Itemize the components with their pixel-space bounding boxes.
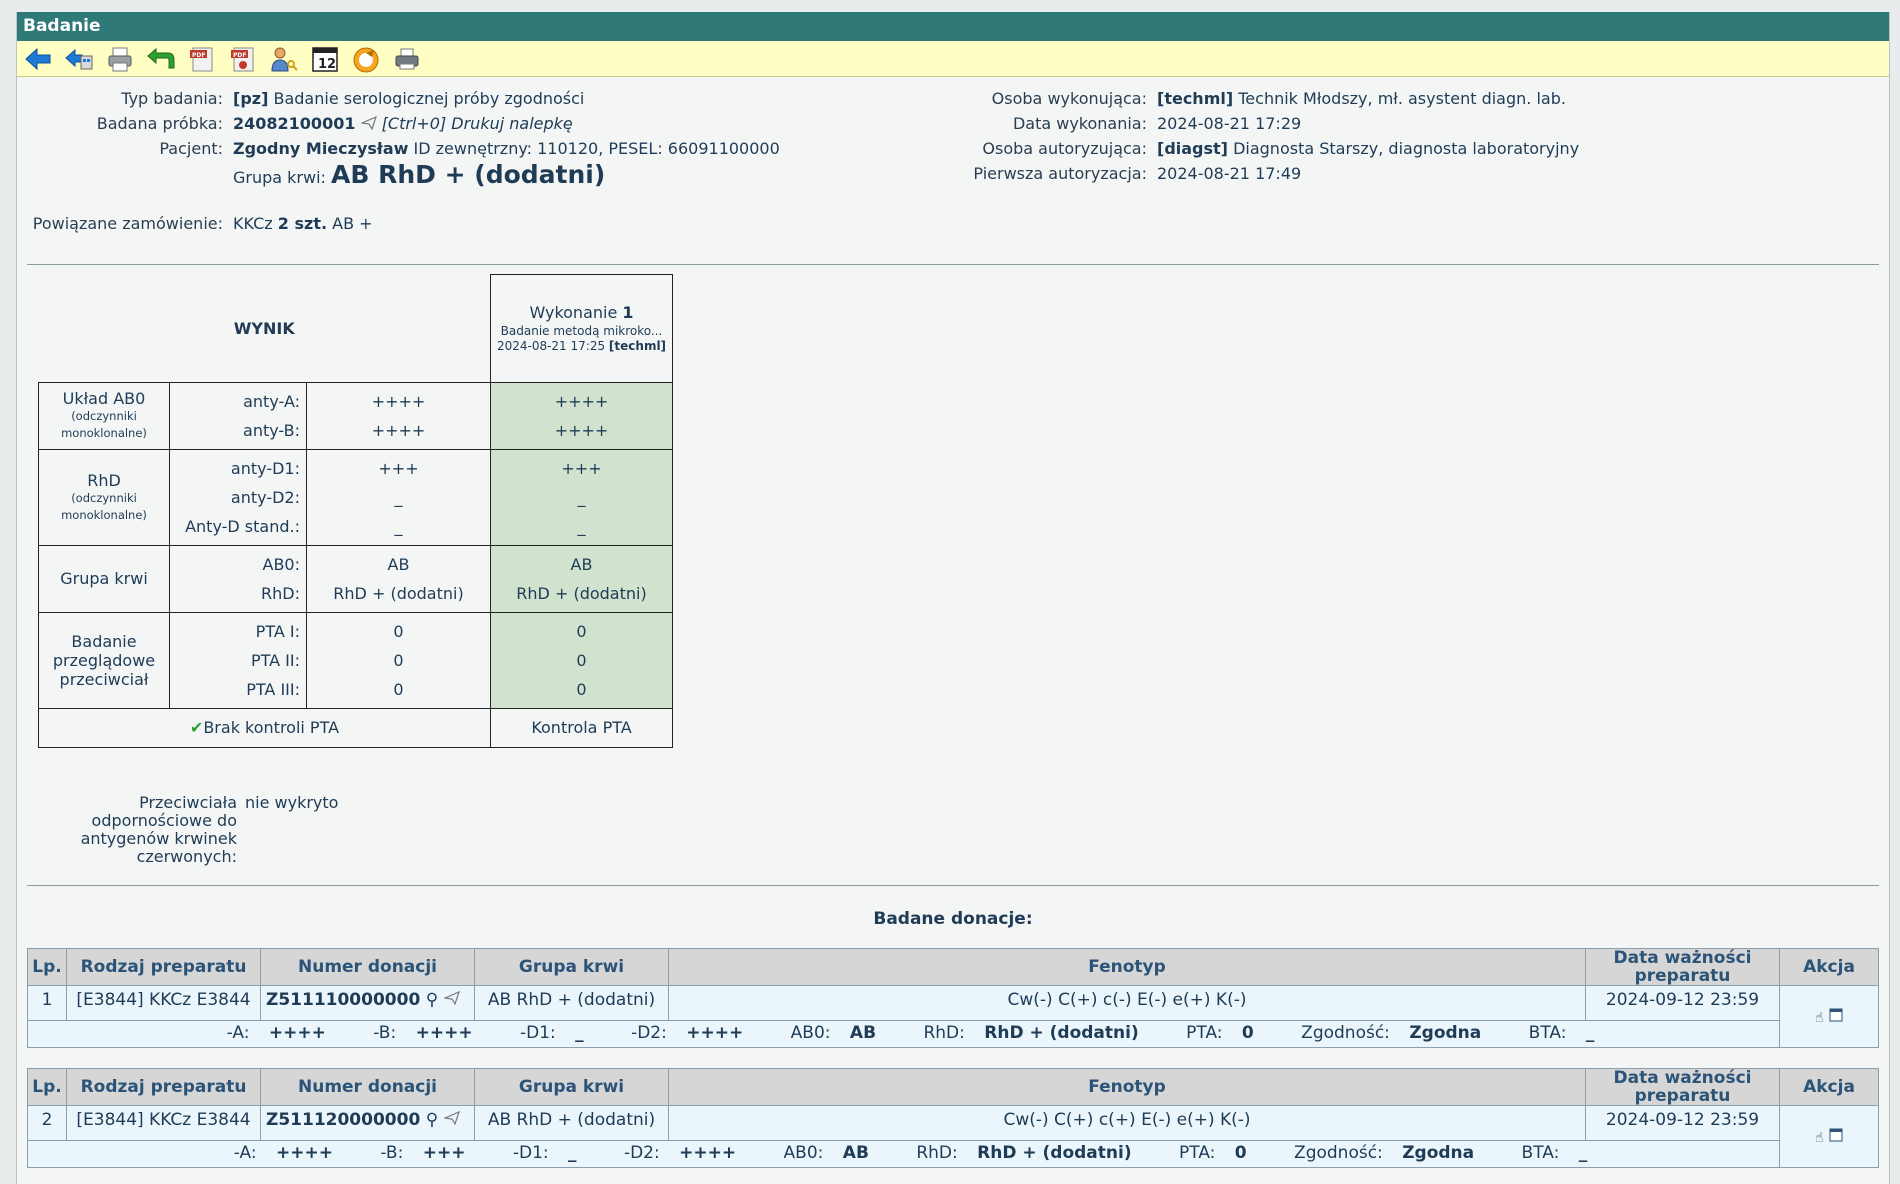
col-number: Numer donacji [260,948,475,986]
details-right: Osoba wykonująca: [techml] Technik Młods… [917,86,1877,196]
col-type: Rodzaj preparatu [66,1068,261,1106]
details-left: Typ badania: [pz] Badanie serologicznej … [17,86,917,306]
divider [27,885,1879,886]
date-value: 2024-08-21 17:29 [1157,114,1302,133]
refresh-icon[interactable] [351,44,381,74]
window-title: Badanie [17,12,1889,41]
calendar-icon[interactable] [1829,1127,1843,1147]
action-cell: ☝ [1779,1105,1879,1168]
send-icon[interactable] [442,990,460,1010]
col-action: Akcja [1779,1068,1879,1106]
col-expiry: Data ważności preparatu [1585,1068,1780,1106]
donations-title: Badane donacje: [873,909,1033,929]
donation-table: Lp. Rodzaj preparatu Numer donacji Grupa… [27,948,1879,1048]
order-value: KKCz 2 szt. AB + [233,214,373,233]
auth-label: Osoba autoryzująca: [982,139,1147,158]
blood-group-line: Grupa krwi: AB RhD + (dodatni) [233,160,606,189]
hand-icon[interactable]: ☝ [1815,1009,1824,1026]
link-icon[interactable]: ⚲ [425,990,439,1010]
summary-row: -A: ++++ -B: +++ -D1: _ -D2: ++++ AB0: A… [27,1140,1879,1168]
col-group: Grupa krwi [474,948,669,986]
summary-row: -A: ++++ -B: ++++ -D1: _ -D2: ++++ AB0: … [27,1020,1879,1048]
performer-label: Osoba wykonująca: [991,89,1147,108]
col-type: Rodzaj preparatu [66,948,261,986]
col-phenotype: Fenotyp [668,948,1586,986]
pta-control-status: ✔Brak kontroli PTA [38,707,491,748]
antibodies-label: Przeciwciała odpornościowe do antygenów … [80,793,237,866]
svg-text:PDF: PDF [233,52,246,59]
col-lp: Lp. [27,1068,67,1106]
patient-label: Pacjent: [159,139,223,158]
first-auth-value: 2024-08-21 17:49 [1157,164,1302,183]
result-header: WYNIK [38,274,491,382]
group-ab0: Układ AB0 (odczynniki monoklonalne) [38,381,170,450]
pta-control-button[interactable]: Kontrola PTA [490,707,673,748]
donation-table: Lp. Rodzaj preparatu Numer donacji Grupa… [27,1068,1879,1168]
performer-value: [techml] Technik Młodszy, mł. asystent d… [1157,89,1566,108]
group-blood: Grupa krwi [38,544,170,613]
group-rhd: RhD (odczynniki monoklonalne) [38,448,170,546]
back-home-icon[interactable] [64,44,94,74]
hand-icon[interactable]: ☝ [1815,1129,1824,1146]
type-value: [pz] Badanie serologicznej próby zgodnoś… [233,89,585,108]
result-table: WYNIK Wykonanie 1 Badanie metodą mikroko… [38,274,673,748]
col-expiry: Data ważności preparatu [1585,948,1780,986]
print-label-link[interactable]: [Ctrl+0] Drukuj nalepkę [381,114,573,133]
link-icon[interactable]: ⚲ [425,1110,439,1130]
col-action: Akcja [1779,948,1879,986]
table-row: 2 [E3844] KKCz E3844 Z511120000000 ⚲ AB … [27,1105,1879,1168]
pdf-icon[interactable]: PDF [187,44,217,74]
first-auth-label: Pierwsza autoryzacja: [973,164,1147,183]
execution-header: Wykonanie 1 Badanie metodą mikroko... 20… [490,274,673,383]
patient-value: Zgodny Mieczysław ID zewnętrzny: 110120,… [233,139,780,158]
calendar-icon[interactable]: 12 [310,44,340,74]
auth-value: [diagst] Diagnosta Starszy, diagnosta la… [1157,139,1580,158]
action-cell: ☝ [1779,985,1879,1048]
col-number: Numer donacji [260,1068,475,1106]
sample-label: Badana próbka: [96,114,223,133]
pdf-print-icon[interactable]: PDF [228,44,258,74]
group-screening: Badanie przeglądowe przeciwciał [38,611,170,709]
order-label: Powiązane zamówienie: [32,214,223,233]
check-icon: ✔ [189,718,204,737]
calendar-icon[interactable] [1829,1007,1843,1027]
toolbar: PDF PDF 12 [17,41,1889,77]
sample-value: 24082100001 [Ctrl+0] Drukuj nalepkę [233,111,573,137]
col-phenotype: Fenotyp [668,1068,1586,1106]
col-group: Grupa krwi [474,1068,669,1106]
antibodies-value: nie wykryto [245,793,339,812]
send-icon[interactable] [442,1110,460,1130]
blood-group-value: AB RhD + (dodatni) [331,160,606,189]
divider [27,264,1879,265]
undo-green-arrow-icon[interactable] [146,44,176,74]
back-arrow-icon[interactable] [23,44,53,74]
date-label: Data wykonania: [1012,114,1147,133]
col-lp: Lp. [27,948,67,986]
type-label: Typ badania: [121,89,223,108]
send-icon[interactable] [359,112,377,137]
table-row: 1 [E3844] KKCz E3844 Z511110000000 ⚲ AB … [27,985,1879,1048]
printer-icon[interactable] [105,44,135,74]
window-frame: Badanie PDF PDF 12 [16,12,1890,1184]
label-printer-icon[interactable] [392,44,422,74]
user-key-icon[interactable] [269,44,299,74]
svg-text:12: 12 [318,57,336,72]
svg-text:PDF: PDF [192,52,205,59]
